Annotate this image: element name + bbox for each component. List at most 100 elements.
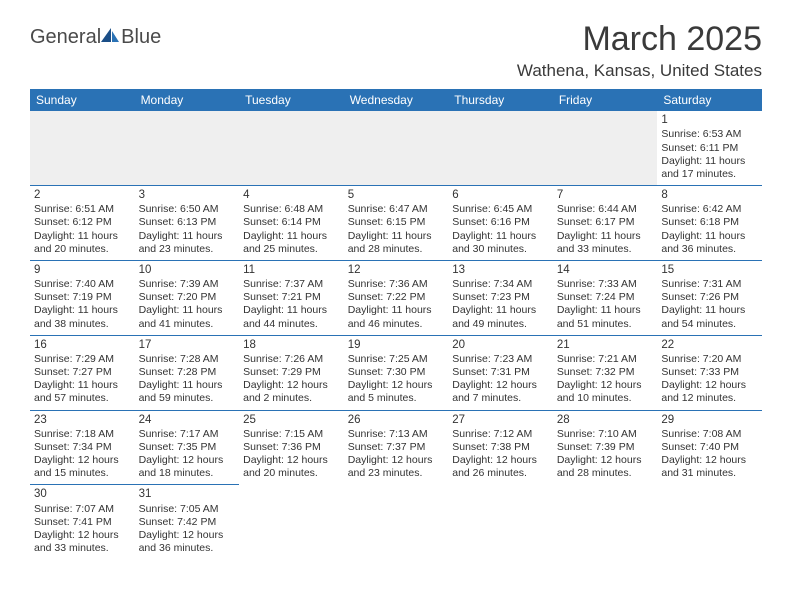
calendar-row: 9Sunrise: 7:40 AMSunset: 7:19 PMDaylight… — [30, 260, 762, 335]
day-number: 19 — [348, 338, 445, 352]
calendar-cell: 17Sunrise: 7:28 AMSunset: 7:28 PMDayligh… — [135, 335, 240, 410]
calendar-cell: 7Sunrise: 6:44 AMSunset: 6:17 PMDaylight… — [553, 185, 658, 260]
day-detail: Sunrise: 6:42 AM — [661, 203, 758, 216]
day-detail: Daylight: 11 hours — [139, 230, 236, 243]
day-detail: and 51 minutes. — [557, 318, 654, 331]
day-detail: Sunrise: 6:51 AM — [34, 203, 131, 216]
day-header: Saturday — [657, 89, 762, 111]
day-detail: Sunrise: 7:34 AM — [452, 278, 549, 291]
day-number: 15 — [661, 263, 758, 277]
day-detail: and 12 minutes. — [661, 392, 758, 405]
day-detail: Daylight: 12 hours — [452, 454, 549, 467]
day-detail: Sunrise: 7:20 AM — [661, 353, 758, 366]
day-detail: and 31 minutes. — [661, 467, 758, 480]
day-detail: Sunrise: 7:08 AM — [661, 428, 758, 441]
day-detail: and 26 minutes. — [452, 467, 549, 480]
day-detail: Daylight: 11 hours — [661, 304, 758, 317]
day-detail: Sunrise: 7:05 AM — [139, 503, 236, 516]
day-detail: Sunrise: 7:17 AM — [139, 428, 236, 441]
day-detail: Daylight: 11 hours — [139, 304, 236, 317]
logo-text-2: Blue — [121, 26, 161, 49]
day-detail: Sunrise: 6:48 AM — [243, 203, 340, 216]
day-detail: Sunset: 6:18 PM — [661, 216, 758, 229]
calendar-cell: 6Sunrise: 6:45 AMSunset: 6:16 PMDaylight… — [448, 185, 553, 260]
calendar-cell: 19Sunrise: 7:25 AMSunset: 7:30 PMDayligh… — [344, 335, 449, 410]
day-detail: and 33 minutes. — [557, 243, 654, 256]
calendar-cell — [657, 485, 762, 559]
day-detail: Sunset: 7:30 PM — [348, 366, 445, 379]
day-detail: Sunrise: 7:40 AM — [34, 278, 131, 291]
day-number: 27 — [452, 413, 549, 427]
day-detail: Sunrise: 7:26 AM — [243, 353, 340, 366]
day-detail: Daylight: 11 hours — [34, 230, 131, 243]
calendar-head: SundayMondayTuesdayWednesdayThursdayFrid… — [30, 89, 762, 111]
day-number: 26 — [348, 413, 445, 427]
day-detail: Sunset: 6:16 PM — [452, 216, 549, 229]
location: Wathena, Kansas, United States — [517, 61, 762, 81]
calendar-cell: 22Sunrise: 7:20 AMSunset: 7:33 PMDayligh… — [657, 335, 762, 410]
day-detail: and 25 minutes. — [243, 243, 340, 256]
logo-text-1: General — [30, 26, 101, 49]
calendar-cell — [239, 111, 344, 185]
calendar-cell: 21Sunrise: 7:21 AMSunset: 7:32 PMDayligh… — [553, 335, 658, 410]
day-detail: and 38 minutes. — [34, 318, 131, 331]
day-detail: and 20 minutes. — [243, 467, 340, 480]
calendar-cell: 1Sunrise: 6:53 AMSunset: 6:11 PMDaylight… — [657, 111, 762, 185]
day-detail: Sunrise: 7:18 AM — [34, 428, 131, 441]
day-number: 24 — [139, 413, 236, 427]
day-number: 7 — [557, 188, 654, 202]
day-detail: and 10 minutes. — [557, 392, 654, 405]
calendar-cell: 14Sunrise: 7:33 AMSunset: 7:24 PMDayligh… — [553, 260, 658, 335]
day-detail: Sunset: 7:42 PM — [139, 516, 236, 529]
day-number: 31 — [139, 487, 236, 501]
day-detail: Daylight: 12 hours — [557, 379, 654, 392]
day-detail: and 33 minutes. — [34, 542, 131, 555]
day-detail: Daylight: 12 hours — [34, 529, 131, 542]
day-detail: Sunset: 7:36 PM — [243, 441, 340, 454]
day-detail: Daylight: 11 hours — [452, 304, 549, 317]
title-block: March 2025 Wathena, Kansas, United State… — [517, 20, 762, 81]
day-detail: Daylight: 11 hours — [557, 230, 654, 243]
calendar-cell: 15Sunrise: 7:31 AMSunset: 7:26 PMDayligh… — [657, 260, 762, 335]
day-detail: Sunset: 7:22 PM — [348, 291, 445, 304]
calendar-cell: 12Sunrise: 7:36 AMSunset: 7:22 PMDayligh… — [344, 260, 449, 335]
day-detail: Sunrise: 7:36 AM — [348, 278, 445, 291]
day-number: 13 — [452, 263, 549, 277]
day-detail: Sunset: 7:41 PM — [34, 516, 131, 529]
day-detail: Sunset: 7:20 PM — [139, 291, 236, 304]
day-detail: Sunset: 6:15 PM — [348, 216, 445, 229]
day-header: Wednesday — [344, 89, 449, 111]
day-detail: Sunset: 7:37 PM — [348, 441, 445, 454]
day-detail: Sunset: 7:38 PM — [452, 441, 549, 454]
calendar-cell: 5Sunrise: 6:47 AMSunset: 6:15 PMDaylight… — [344, 185, 449, 260]
day-detail: and 23 minutes. — [139, 243, 236, 256]
day-detail: Daylight: 11 hours — [557, 304, 654, 317]
calendar-cell — [553, 485, 658, 559]
logo: General Blue — [30, 26, 161, 49]
day-number: 17 — [139, 338, 236, 352]
day-detail: Sunrise: 6:47 AM — [348, 203, 445, 216]
day-detail: Sunset: 7:35 PM — [139, 441, 236, 454]
day-detail: and 30 minutes. — [452, 243, 549, 256]
calendar-cell: 4Sunrise: 6:48 AMSunset: 6:14 PMDaylight… — [239, 185, 344, 260]
day-detail: Daylight: 11 hours — [348, 304, 445, 317]
calendar-cell — [448, 111, 553, 185]
day-detail: Sunset: 7:40 PM — [661, 441, 758, 454]
day-detail: Sunrise: 7:13 AM — [348, 428, 445, 441]
day-number: 30 — [34, 487, 131, 501]
calendar-cell: 29Sunrise: 7:08 AMSunset: 7:40 PMDayligh… — [657, 410, 762, 485]
day-header: Thursday — [448, 89, 553, 111]
day-detail: and 7 minutes. — [452, 392, 549, 405]
day-detail: Sunset: 7:27 PM — [34, 366, 131, 379]
day-detail: and 28 minutes. — [557, 467, 654, 480]
day-detail: Daylight: 12 hours — [348, 454, 445, 467]
day-number: 23 — [34, 413, 131, 427]
day-detail: and 49 minutes. — [452, 318, 549, 331]
day-number: 16 — [34, 338, 131, 352]
day-detail: Sunrise: 6:53 AM — [661, 128, 758, 141]
day-detail: Sunrise: 7:23 AM — [452, 353, 549, 366]
calendar-cell: 24Sunrise: 7:17 AMSunset: 7:35 PMDayligh… — [135, 410, 240, 485]
day-detail: Sunrise: 7:33 AM — [557, 278, 654, 291]
day-detail: Daylight: 12 hours — [661, 454, 758, 467]
day-detail: Daylight: 12 hours — [243, 379, 340, 392]
